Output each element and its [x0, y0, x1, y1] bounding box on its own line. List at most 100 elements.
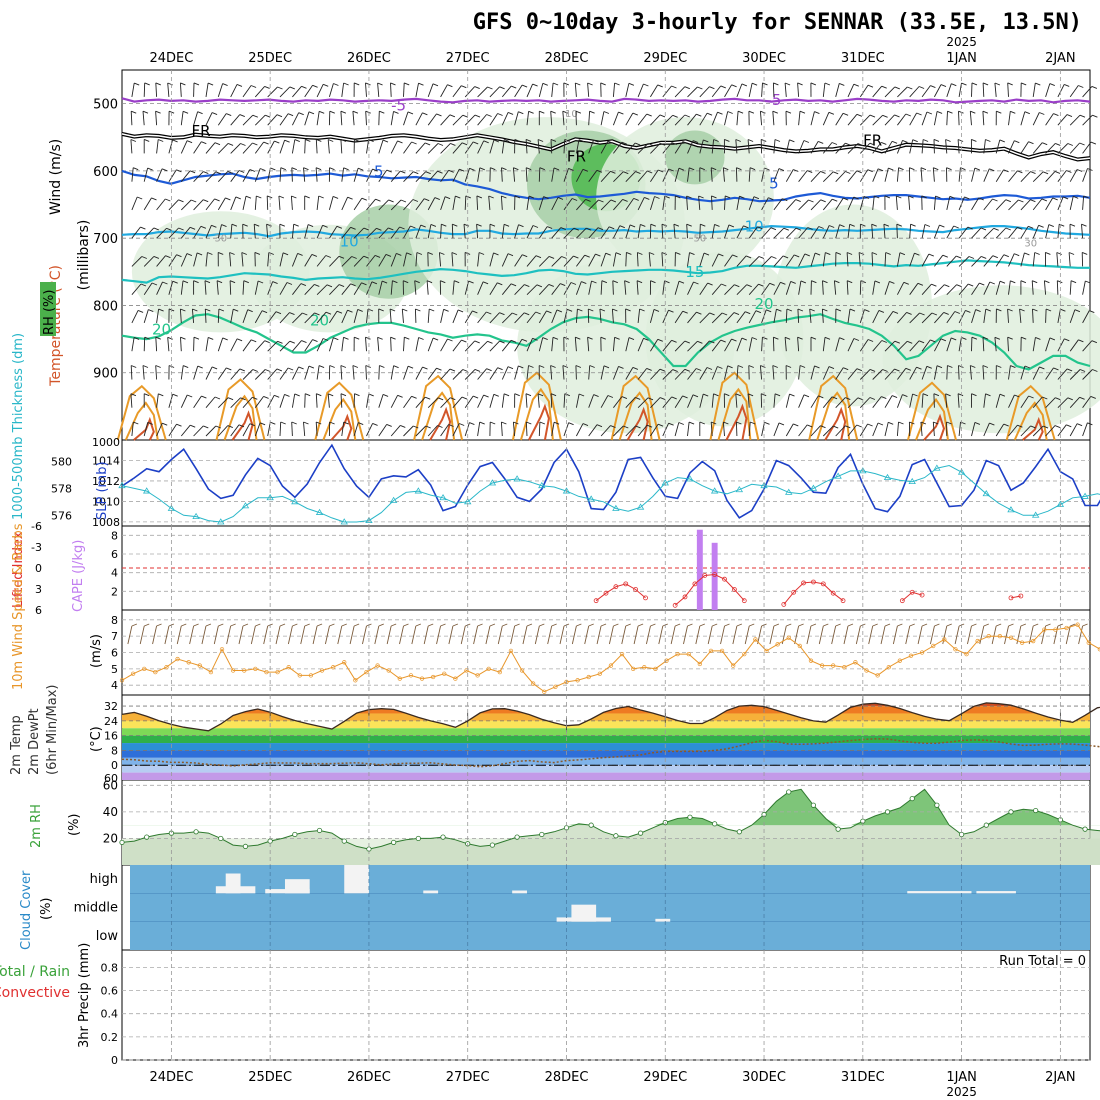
wind-barb-flag — [563, 82, 569, 86]
warm-contour — [1013, 401, 1048, 441]
wind-barb — [489, 86, 500, 98]
wind-barb-flag — [675, 251, 681, 255]
wind-barb — [341, 310, 348, 324]
wind-barb — [909, 253, 915, 267]
wind-barb — [761, 422, 765, 437]
wind-barb-flag — [476, 195, 483, 199]
wind-speed-marker — [264, 669, 269, 675]
wind-barb-flag — [507, 111, 514, 115]
wind-barb — [525, 421, 528, 437]
wind-barb — [315, 393, 318, 408]
cape-tick-label: 4 — [111, 567, 118, 580]
wind-speed-marker — [453, 676, 458, 681]
wind-barb-flag — [731, 84, 737, 88]
wind-barb — [600, 226, 610, 239]
wind-barb-flag — [981, 255, 987, 259]
wind-barb-flag — [746, 284, 752, 288]
wind-barb-flag — [274, 140, 280, 144]
wind-barb — [872, 85, 883, 98]
wind-barb — [934, 338, 942, 352]
wind-barb — [279, 367, 289, 380]
wind-barb-flag — [906, 311, 912, 315]
wind-barb-flag — [465, 195, 471, 199]
wind-barb-flag — [974, 421, 981, 425]
wind-barb-flag — [884, 195, 891, 199]
wind-barb-flag — [211, 224, 217, 228]
li-axis-label: Lifted Index — [11, 531, 26, 608]
wind-barb — [304, 139, 306, 154]
wind-barb-flag — [692, 394, 699, 398]
wind-barb-flag — [235, 196, 241, 200]
wind-barb-flag — [724, 138, 730, 142]
rh-marker — [415, 835, 421, 842]
wind-barb — [699, 367, 708, 380]
wind-barb — [933, 195, 936, 210]
surface-wind-barb — [1004, 625, 1009, 645]
warm-contour — [519, 387, 554, 441]
li-tick-label: 0 — [35, 562, 42, 575]
wind-barb — [403, 225, 411, 239]
wind-barb — [835, 367, 844, 380]
wind-barb — [452, 423, 460, 437]
rh-shading — [665, 130, 725, 185]
wind-barb — [773, 422, 780, 437]
temp-tick-label: 24 — [104, 715, 118, 728]
wind-barb-flag — [303, 167, 309, 171]
wind-barb-flag — [469, 422, 475, 426]
wind-barb-flag — [623, 171, 629, 175]
wind-barb — [1008, 140, 1015, 154]
wind-barb-flag — [671, 85, 677, 89]
wind-barb — [193, 226, 202, 239]
wind-barb-flag — [328, 139, 334, 142]
wind-speed-marker — [764, 648, 769, 654]
wind-barb — [995, 169, 1004, 182]
wind-barb-flag — [609, 226, 615, 230]
wind-barb — [143, 227, 155, 239]
wind-speed-marker — [464, 668, 469, 673]
rh-marker — [810, 802, 817, 808]
wind-barb — [329, 255, 340, 267]
wind-barb — [143, 282, 153, 295]
wind-barb-flag — [556, 309, 563, 313]
date-label-bottom: 27DEC — [446, 1070, 490, 1085]
surface-wind-barb — [621, 625, 627, 645]
wind-barb — [1082, 114, 1093, 126]
wind-barb-flag — [846, 252, 853, 255]
wind-barb — [205, 337, 209, 352]
wind-barb — [835, 142, 846, 154]
wind-barb — [662, 280, 665, 295]
wind-barb — [958, 111, 960, 126]
wind-barb-flag — [930, 85, 936, 89]
wind-barb — [711, 224, 715, 239]
wind-barb-flag — [279, 223, 285, 227]
surface-wind-barb-flag — [884, 623, 891, 627]
wind-barb — [1069, 142, 1080, 154]
wind-barb — [403, 111, 409, 126]
wind-barb-flag — [1003, 169, 1009, 173]
rh-area-high — [122, 789, 1100, 826]
wind-barb — [710, 167, 713, 182]
wind-barb-flag — [968, 256, 975, 259]
wind-barb-flag — [329, 110, 335, 114]
li-marker — [633, 587, 639, 592]
wind-axis-title: 10m Wind Speed & Barbs — [11, 523, 26, 690]
wind-barb-flag — [1081, 223, 1087, 227]
wind-barb — [798, 140, 805, 154]
wind-barb — [130, 111, 133, 126]
wind-barb — [205, 198, 215, 211]
wind-barb — [784, 82, 787, 97]
wind-barb — [994, 337, 997, 352]
wind-barb — [662, 142, 673, 154]
rh-shading — [517, 258, 735, 434]
wind-barb — [130, 393, 133, 408]
wind-speed-marker — [808, 658, 814, 663]
wind-barb — [921, 224, 926, 239]
wind-barb — [415, 171, 427, 183]
wind-barb — [489, 113, 498, 126]
surface-wind-barb-flag — [1033, 623, 1039, 627]
wind-barb — [982, 82, 985, 97]
wind-barb — [193, 199, 204, 211]
wind-barb-flag — [280, 167, 286, 171]
wind-barb — [662, 423, 670, 437]
temp-band — [122, 750, 1090, 758]
